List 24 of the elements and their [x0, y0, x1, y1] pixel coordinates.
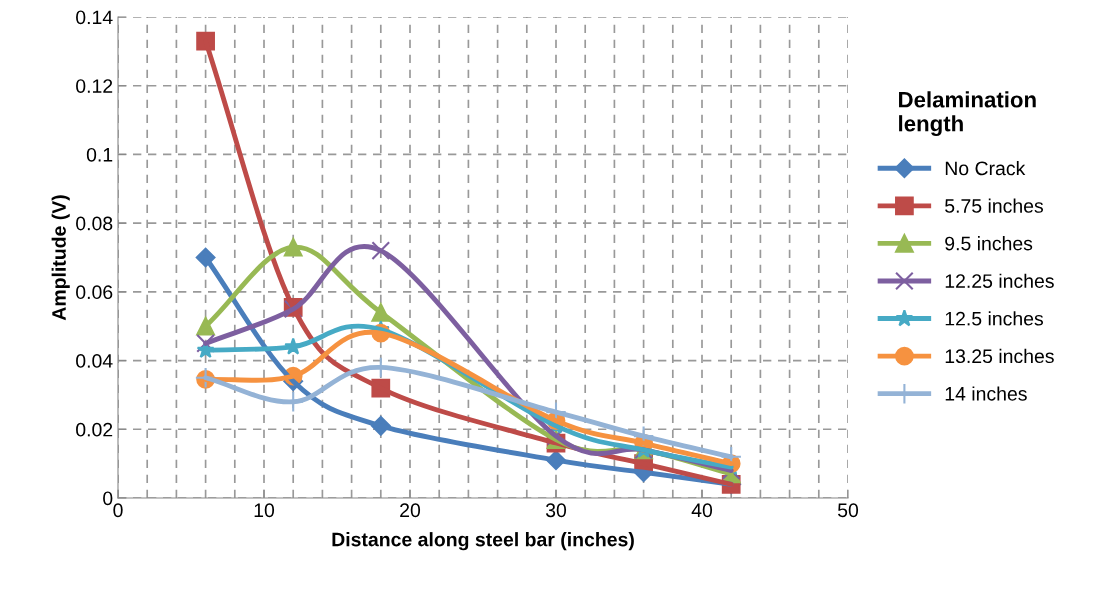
x-tick-label: 50 [837, 503, 859, 518]
legend-label: 14 inches [945, 386, 1027, 401]
y-tick-label: 0.12 [76, 79, 113, 93]
y-axis-title: Amplitude (V) [51, 195, 70, 321]
y-tick-label: 0.08 [76, 216, 113, 231]
legend-label: 13.25 inches [945, 348, 1054, 364]
x-tick-label: 10 [254, 503, 275, 518]
y-tick-label: 0.04 [76, 354, 113, 368]
legend-label: 12.25 inches [945, 273, 1054, 288]
x-tick-label: 0 [113, 503, 123, 518]
y-tick-label: 0.06 [76, 285, 113, 300]
y-tick-label: 0 [103, 491, 113, 506]
legend-label: 9.5 inches [945, 236, 1033, 251]
y-tick-label: 0.14 [76, 10, 113, 25]
legend-label: No Crack [945, 160, 1026, 176]
legend-label: 5.75 inches [945, 198, 1044, 213]
x-tick-label: 30 [545, 503, 567, 518]
legend-label: 12.5 inches [945, 311, 1044, 326]
x-tick-label: 20 [400, 503, 421, 518]
x-axis-title: Distance along steel bar (inches) [332, 532, 634, 551]
y-tick-label: 0.1 [86, 147, 113, 162]
x-tick-label: 40 [691, 503, 713, 518]
y-tick-label: 0.02 [76, 422, 113, 437]
legend-title: Delamination length [899, 91, 1036, 136]
